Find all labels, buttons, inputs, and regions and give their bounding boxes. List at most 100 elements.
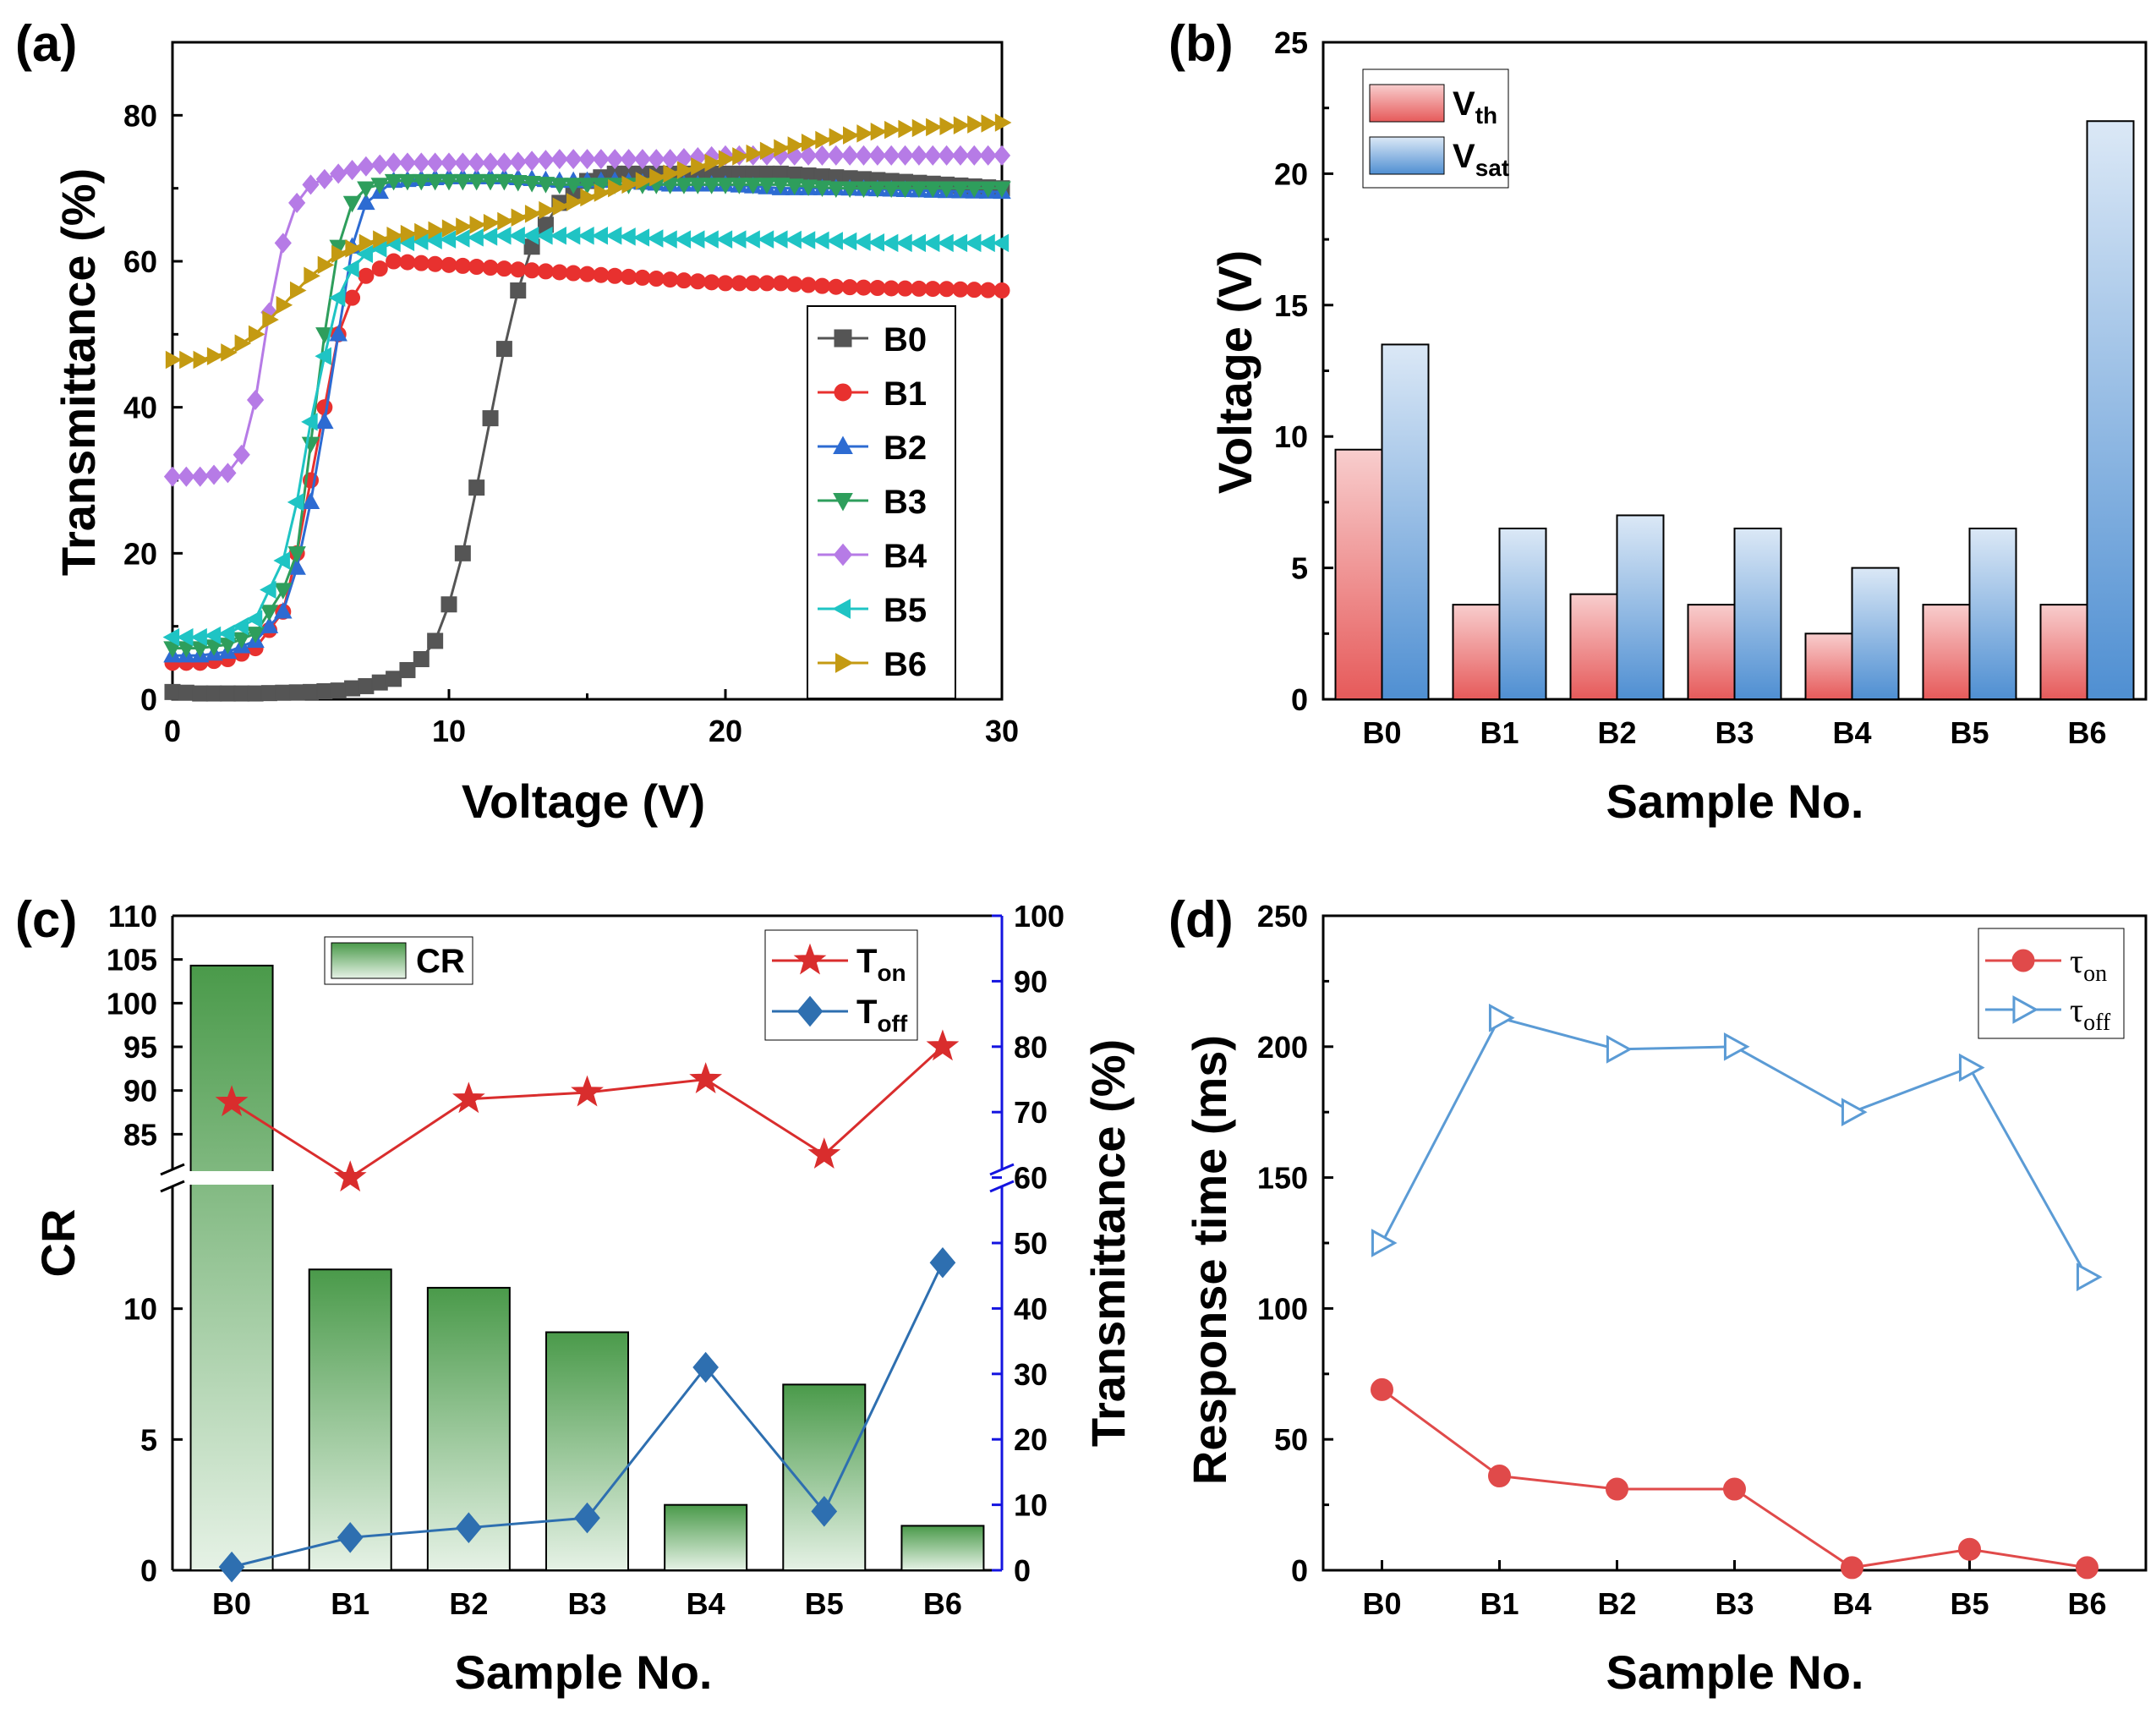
legend-label-tau-off: τoff <box>2070 991 2111 1036</box>
marker-B4 <box>813 145 831 166</box>
marker-B4 <box>883 145 900 166</box>
x-tick-label-b: B0 <box>1362 715 1401 750</box>
axis-break-mark-c <box>160 1163 185 1176</box>
marker-B1 <box>386 253 402 270</box>
marker-B5 <box>743 230 760 249</box>
marker-B6 <box>234 334 252 353</box>
marker-B1 <box>427 255 444 272</box>
marker-tau-off-B6 <box>2076 1262 2103 1292</box>
marker-B6 <box>939 117 956 136</box>
marker-B5 <box>273 551 290 570</box>
marker-B0 <box>192 685 209 702</box>
marker-B1 <box>883 280 900 297</box>
axis-title-a-y: Transmittance (%) <box>52 168 105 576</box>
marker-B4 <box>191 466 209 487</box>
x-tick-label-b: B3 <box>1715 715 1754 750</box>
marker-B6 <box>276 296 293 315</box>
y-tick-label-d: 150 <box>1257 1161 1308 1196</box>
y-tick-label-c: 5 <box>140 1422 157 1457</box>
panel-label-d: (d) <box>1168 891 1234 948</box>
marker-B2 <box>357 193 375 211</box>
marker-B1 <box>648 271 665 287</box>
marker-B5 <box>605 227 622 245</box>
marker-B1 <box>745 275 762 292</box>
legend-marker-tau-on <box>2011 949 2035 972</box>
marker-B5 <box>881 233 899 253</box>
marker-B0 <box>441 596 457 613</box>
marker-Toff-B6 <box>929 1246 956 1279</box>
legend-marker-B5 <box>832 599 851 619</box>
axis-title-d-x: Sample No. <box>1606 1646 1864 1699</box>
marker-B6 <box>884 120 901 140</box>
marker-B3 <box>910 181 928 199</box>
legend-marker-tau-off <box>2012 995 2039 1024</box>
marker-B5 <box>757 230 774 249</box>
bar-Vsat-B1 <box>1498 527 1547 700</box>
marker-B2 <box>315 412 334 430</box>
marker-B3 <box>536 177 555 194</box>
marker-B4 <box>896 145 914 166</box>
marker-B3 <box>868 181 887 199</box>
x-tick-label-a: 0 <box>164 714 181 748</box>
axis-break-mark-c <box>989 1180 1015 1193</box>
marker-B6 <box>815 130 832 150</box>
marker-tau-off-B5 <box>1958 1053 1985 1082</box>
y2-tick-label-c: 0 <box>1014 1553 1031 1588</box>
y2-tick-label-c: 100 <box>1014 899 1064 934</box>
axis-title-b-x: Sample No. <box>1606 775 1864 828</box>
marker-B6 <box>358 233 376 253</box>
marker-B3 <box>467 173 486 191</box>
marker-Toff-B1 <box>337 1522 364 1553</box>
marker-B6 <box>511 208 528 227</box>
series-line-Ton <box>231 1045 944 1180</box>
marker-B0 <box>247 685 264 702</box>
marker-B1 <box>579 266 595 282</box>
marker-B3 <box>246 627 265 643</box>
legend-marker-B4 <box>833 543 853 567</box>
marker-B3 <box>951 181 970 199</box>
marker-B1 <box>731 275 747 292</box>
marker-B6 <box>704 153 722 172</box>
panel-label-b: (b) <box>1168 15 1234 72</box>
y-tick-label-d: 0 <box>1291 1553 1308 1588</box>
marker-B4 <box>481 152 500 173</box>
marker-tau-on-B2 <box>1606 1477 1628 1501</box>
marker-B1 <box>468 258 485 275</box>
marker-B5 <box>867 233 884 252</box>
marker-B5 <box>992 233 1010 253</box>
marker-B1 <box>606 267 623 284</box>
y-tick-label-a: 60 <box>123 244 157 279</box>
marker-B3 <box>882 181 900 199</box>
marker-B5 <box>245 610 263 628</box>
marker-B3 <box>923 181 942 199</box>
marker-B5 <box>813 231 829 250</box>
marker-B5 <box>826 232 843 250</box>
x-tick-label-c: B6 <box>923 1586 962 1621</box>
marker-B3 <box>577 178 597 194</box>
bar-Vsat-B0 <box>1381 343 1430 700</box>
marker-B6 <box>898 119 915 139</box>
x-tick-label-c: B5 <box>805 1586 844 1621</box>
marker-B3 <box>357 181 375 199</box>
marker-B4 <box>398 152 417 173</box>
bar-Vsat-B6 <box>2086 120 2135 701</box>
marker-B3 <box>675 178 693 194</box>
marker-B6 <box>414 222 431 242</box>
marker-B4 <box>440 152 458 173</box>
marker-B3 <box>785 178 804 195</box>
marker-B3 <box>564 178 583 194</box>
marker-B6 <box>248 325 265 344</box>
marker-B6 <box>221 343 238 362</box>
marker-B3 <box>743 178 763 194</box>
marker-B4 <box>495 152 513 173</box>
y-tick-label-a: 40 <box>123 391 157 425</box>
marker-Ton-B1 <box>333 1160 367 1192</box>
marker-B1 <box>662 271 679 288</box>
marker-B6 <box>497 211 514 231</box>
marker-B4 <box>246 390 265 411</box>
legend-swatch-CR <box>331 942 407 979</box>
marker-B6 <box>691 157 708 176</box>
x-tick-label-a: 30 <box>985 714 1019 748</box>
marker-tau-on-B3 <box>1723 1477 1746 1501</box>
